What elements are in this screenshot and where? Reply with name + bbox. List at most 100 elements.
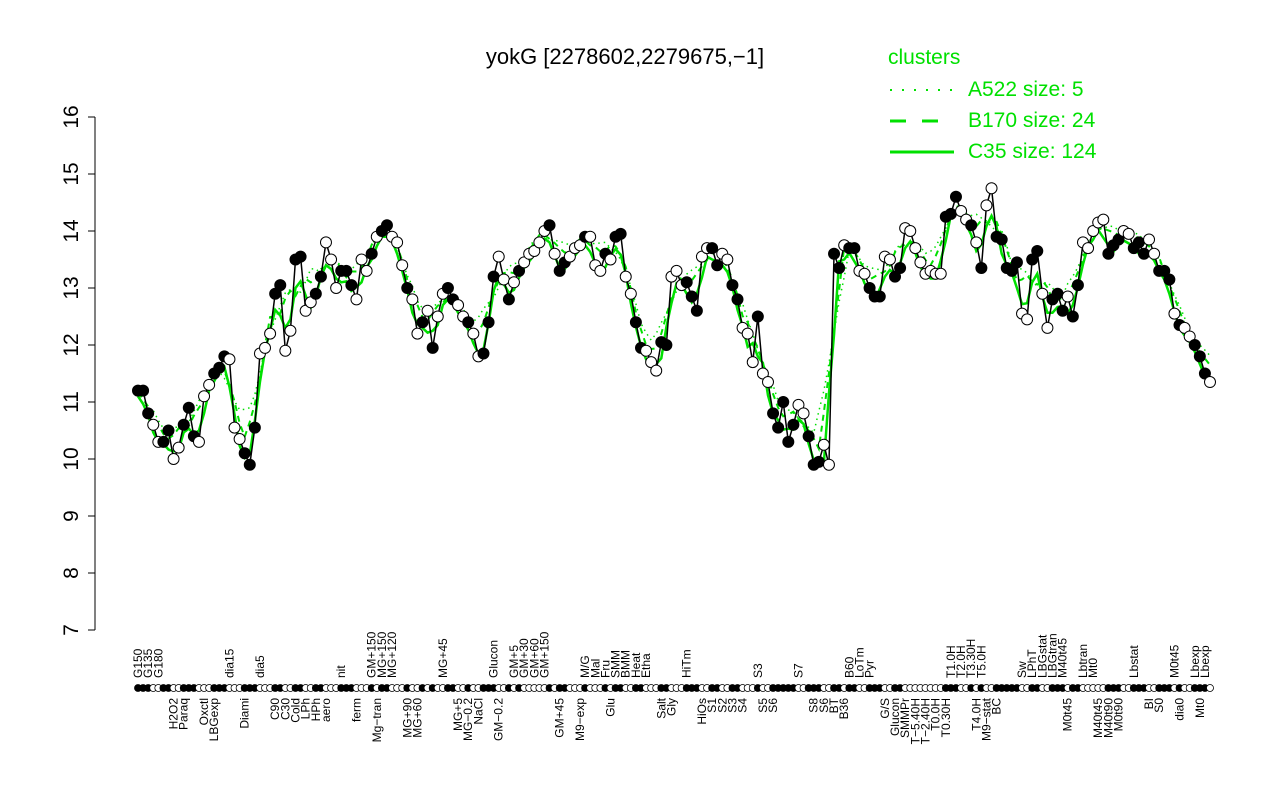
- x-tick-label: Salt: [654, 697, 668, 718]
- data-point: [279, 344, 292, 357]
- x-tick-label: M0t90: [1112, 698, 1126, 732]
- data-point: [1021, 313, 1034, 326]
- data-point: [995, 233, 1008, 246]
- data-point: [497, 273, 510, 286]
- data-point: [172, 441, 185, 454]
- data-point: [619, 270, 632, 283]
- x-tick-label: dia0: [1173, 698, 1187, 721]
- legend-label: B170 size: 24: [968, 108, 1096, 132]
- data-point: [1168, 307, 1181, 320]
- data-point: [264, 327, 277, 340]
- x-tick-label: Glucon: [487, 640, 501, 678]
- data-point: [441, 282, 454, 294]
- data-point: [406, 293, 419, 306]
- data-point: [833, 262, 846, 275]
- x-tick-label: Diami: [238, 698, 252, 729]
- x-tick-label: LoTm: [852, 647, 866, 678]
- data-point: [330, 282, 343, 294]
- x-tick-label: C30: [278, 698, 292, 720]
- data-point: [1137, 247, 1150, 260]
- data-point: [248, 421, 261, 434]
- x-tick-label: HPh: [309, 698, 323, 721]
- data-point: [492, 250, 505, 263]
- data-point: [1010, 256, 1023, 269]
- y-tick-label: 9: [60, 510, 83, 522]
- x-tick-label: M/G: [578, 655, 592, 678]
- x-tick-label: Lbexp: [1188, 645, 1202, 678]
- data-point: [904, 225, 917, 237]
- data-point: [243, 458, 256, 471]
- data-point: [360, 264, 373, 277]
- data-point: [1056, 304, 1069, 317]
- x-tick-label: MG+120: [385, 631, 399, 678]
- data-point: [223, 353, 236, 366]
- x-tick-label: GM+5: [507, 645, 521, 678]
- y-tick-label: 10: [60, 447, 83, 470]
- x-tick-label: S2: [715, 698, 729, 713]
- y-tick-label: 16: [60, 105, 83, 128]
- x-tick-label: Oxctl: [197, 698, 211, 725]
- x-tick-label: Lbexp: [1198, 645, 1212, 678]
- x-tick-label: T0.0H: [929, 698, 943, 731]
- data-point: [1082, 242, 1095, 255]
- x-tick-label: Glucon: [888, 698, 902, 736]
- x-tick-label: S8: [807, 698, 821, 713]
- data-point: [604, 253, 617, 266]
- data-point: [162, 424, 175, 437]
- data-point: [726, 279, 739, 292]
- x-tick-label: Heat: [629, 652, 643, 678]
- data-point: [274, 279, 287, 292]
- x-tick-label: M40t45: [1056, 638, 1070, 678]
- data-point: [325, 253, 338, 266]
- data-point: [1031, 244, 1044, 257]
- x-tick-label: Glu: [603, 698, 617, 717]
- x-tick-label: GM−0.2: [492, 698, 506, 741]
- x-tick-label: Mg−tran: [370, 698, 384, 742]
- legend-entry-b170: B170 size: 24: [888, 105, 1096, 136]
- y-tick-label: 13: [60, 276, 83, 299]
- data-point: [396, 259, 409, 272]
- data-point: [944, 207, 957, 220]
- data-point: [934, 267, 947, 280]
- data-point: [731, 293, 744, 306]
- x-tick-label: MG+45: [436, 638, 450, 678]
- x-tick-label: LBGexp: [207, 698, 221, 742]
- x-tick-label: Lbtran: [1076, 644, 1090, 678]
- x-tick-label: Sw: [1015, 661, 1029, 678]
- data-point: [614, 227, 627, 240]
- y-tick-label: 15: [60, 162, 83, 185]
- x-tick-label: HiTm: [680, 649, 694, 678]
- x-tick-label: B36: [837, 698, 851, 720]
- data-point: [294, 250, 307, 263]
- x-tick-label: LPhT: [1025, 649, 1039, 678]
- data-point: [233, 433, 246, 446]
- data-point: [812, 455, 825, 468]
- x-tick-label: T2.0H: [954, 645, 968, 678]
- data-point: [177, 418, 190, 431]
- data-point: [259, 341, 272, 354]
- x-tick-label: G180: [151, 648, 165, 678]
- y-tick-label: 12: [60, 333, 83, 356]
- legend-entry-a522: A522 size: 5: [888, 74, 1096, 105]
- data-point: [548, 247, 561, 260]
- data-point: [467, 327, 480, 340]
- data-point: [1071, 279, 1084, 292]
- data-point: [670, 264, 683, 277]
- x-tick-label: GM+150: [537, 631, 551, 678]
- data-point: [1122, 227, 1135, 240]
- data-point: [452, 299, 465, 312]
- data-point: [894, 262, 907, 275]
- data-point: [147, 418, 160, 431]
- data-point: [721, 253, 734, 266]
- data-point: [477, 347, 490, 360]
- data-point: [751, 310, 764, 323]
- data-point: [192, 435, 205, 448]
- x-tick-label: M0t45: [1061, 698, 1075, 732]
- x-tick-label: S6: [766, 698, 780, 713]
- data-point: [507, 276, 520, 289]
- x-tick-label: Mt0: [1086, 658, 1100, 678]
- dashed-line-swatch: [890, 119, 954, 122]
- data-point: [502, 293, 515, 306]
- x-tick-label: LPh: [299, 698, 313, 719]
- data-point: [802, 430, 815, 443]
